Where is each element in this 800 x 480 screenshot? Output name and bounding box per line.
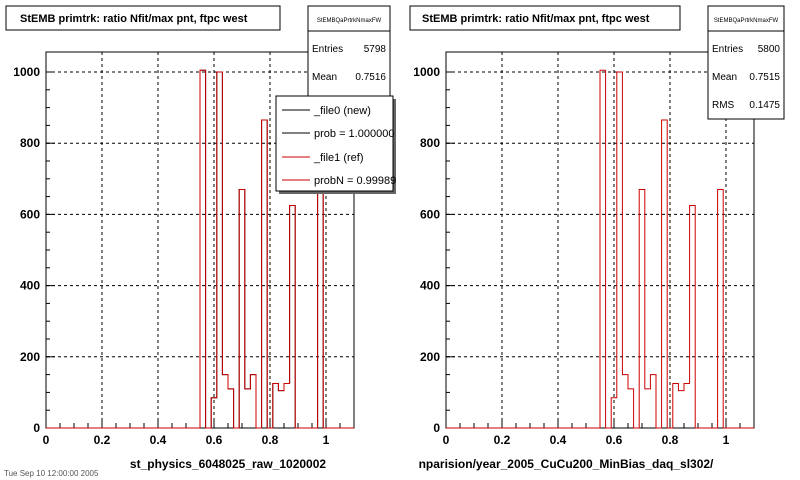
legend-label-prob: prob = 1.000000 <box>314 128 394 140</box>
right-panel: StEMB primtrk: ratio Nfit/max pnt, ftpc … <box>409 5 785 471</box>
y-tick-label: 0 <box>433 421 440 435</box>
y-tick-label: 200 <box>20 350 40 364</box>
y-tick-label: 800 <box>420 136 440 150</box>
right-stats-entries-label: Entries <box>712 44 743 55</box>
x-tick-label: 0.2 <box>94 433 111 447</box>
x-tick-label: 0.4 <box>550 433 567 447</box>
right-title-box <box>409 5 681 31</box>
left-stats-entries-label: Entries <box>312 44 343 55</box>
right-stats-name: StEMBQaPrtrkNmaxFW <box>714 18 779 24</box>
x-tick-label: 0.8 <box>262 433 279 447</box>
x-tick-label: 0.4 <box>150 433 167 447</box>
y-tick-label: 1000 <box>13 65 40 79</box>
right-stats-frame <box>707 5 785 120</box>
y-tick-label: 200 <box>420 350 440 364</box>
histogram-series-0 <box>446 69 754 429</box>
histogram-series-1 <box>46 69 354 429</box>
y-tick-label: 400 <box>20 279 40 293</box>
left-histogram <box>46 69 354 429</box>
left-stats-entries-value: 5798 <box>364 44 387 55</box>
left-stats-mean-label: Mean <box>312 72 337 83</box>
y-tick-label: 600 <box>20 207 40 221</box>
left-legend: _file0 (new) prob = 1.000000 _file1 (ref… <box>275 95 396 194</box>
right-x-axis-label: nparision/year_2005_CuCu200_MinBias_daq_… <box>419 457 714 471</box>
x-tick-label: 1 <box>323 433 330 447</box>
left-stats-mean-value: 0.7516 <box>355 72 386 83</box>
right-histogram <box>446 69 754 429</box>
left-y-axis: 0 200 400 600 800 1000 <box>13 65 55 435</box>
x-tick-label: 0 <box>443 433 450 447</box>
right-stats-rms-label: RMS <box>712 100 735 111</box>
left-x-axis-label: st_physics_6048025_raw_1020002 <box>130 457 326 471</box>
x-tick-label: 1 <box>723 433 730 447</box>
y-tick-label: 1000 <box>413 65 440 79</box>
right-stats-mean-label: Mean <box>712 72 737 83</box>
right-stats-mean-value: 0.7515 <box>749 72 780 83</box>
left-stats-name: StEMBQaPrtrkNmaxFW <box>317 18 382 24</box>
right-stats-rms-value: 0.1475 <box>749 100 780 111</box>
legend-label-file0: _file0 (new) <box>313 105 371 117</box>
x-tick-label: 0.2 <box>494 433 511 447</box>
right-stats-entries-value: 5800 <box>758 44 781 55</box>
footer-text: Tue Sep 10 12:00:00 2005 <box>4 469 99 478</box>
y-tick-label: 400 <box>420 279 440 293</box>
legend-frame <box>275 95 394 192</box>
x-tick-label: 0.6 <box>206 433 223 447</box>
y-tick-label: 800 <box>20 136 40 150</box>
x-tick-label: 0.8 <box>662 433 679 447</box>
x-tick-label: 0.6 <box>606 433 623 447</box>
right-stats-box: StEMBQaPrtrkNmaxFW Entries 5800 Mean 0.7… <box>707 5 785 120</box>
right-x-axis: 0 0.2 0.4 0.6 0.8 1 <box>443 418 755 447</box>
right-y-axis: 0 200 400 600 800 1000 <box>413 65 455 435</box>
legend-label-probn: probN = 0.99989 <box>314 175 396 187</box>
left-panel: StEMB primtrk: ratio Nfit/max pnt, ftpc … <box>5 5 396 471</box>
y-tick-label: 600 <box>420 207 440 221</box>
y-tick-label: 0 <box>33 421 40 435</box>
left-title: StEMB primtrk: ratio Nfit/max pnt, ftpc … <box>20 13 248 25</box>
x-tick-label: 0 <box>43 433 50 447</box>
legend-label-file1: _file1 (ref) <box>313 152 364 164</box>
left-stats-box: StEMBQaPrtrkNmaxFW Entries 5798 Mean 0.7… <box>307 5 391 98</box>
left-title-box <box>5 5 281 31</box>
right-title: StEMB primtrk: ratio Nfit/max pnt, ftpc … <box>422 13 650 25</box>
